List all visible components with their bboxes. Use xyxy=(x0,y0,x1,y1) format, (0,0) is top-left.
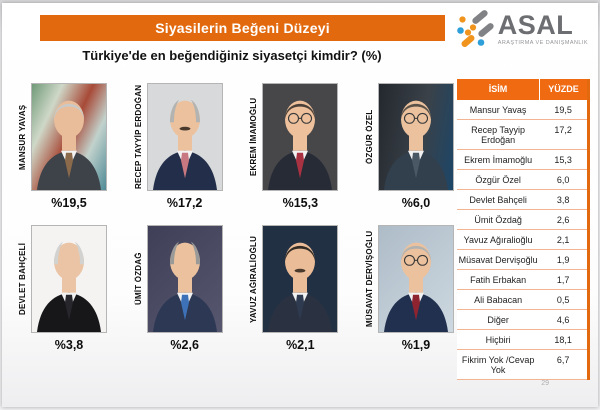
table-cell-value: 6,0 xyxy=(556,174,570,185)
page-number: 29 xyxy=(541,380,549,387)
politician-card: ÖZGÜR ÖZEL %6,0 xyxy=(363,83,454,211)
politician-card: MÜSAVAT DERVİŞOĞLU %1,9 xyxy=(363,225,454,353)
politician-name-label: MANSUR YAVAŞ xyxy=(18,104,27,170)
table-cell-name: Diğer xyxy=(487,314,509,325)
survey-question: Türkiye'de en beğendiğiniz siyasetçi kim… xyxy=(82,48,382,63)
table-row: Ümit Özdağ 2,6 xyxy=(457,210,587,230)
politician-photo xyxy=(146,83,223,191)
politician-percentage: %2,1 xyxy=(286,338,315,352)
politician-percentage: %3,8 xyxy=(54,338,84,352)
politician-name-label: ÜMİT ÖZDAĞ xyxy=(133,252,143,306)
table-cell-name: Recep Tayyip Erdoğan xyxy=(471,124,526,145)
politician-photo xyxy=(31,83,107,191)
table-cell-name: Ümit Özdağ xyxy=(474,214,522,225)
asal-logo-text: ASAL ARAŞTIRMA VE DANIŞMANLIK xyxy=(497,10,588,46)
politician-photo xyxy=(262,225,339,333)
person-avatar xyxy=(152,99,217,190)
politician-card: EKREM İMAMOĞLU %15,3 xyxy=(247,83,339,211)
politician-photo xyxy=(146,225,223,333)
table-cell-name: Yavuz Ağıralioğlu xyxy=(463,234,533,245)
table-header-name: İSİM xyxy=(457,79,541,100)
table-header-value: YÜZDE xyxy=(548,84,579,94)
politician-name-label: ÖZGÜR ÖZEL xyxy=(364,109,374,165)
person-avatar xyxy=(37,100,101,190)
politician-percentage: %15,3 xyxy=(282,196,319,210)
table-cell-value: 2,1 xyxy=(556,234,570,245)
asal-logo-icon xyxy=(456,10,494,47)
table-cell-value: 2,6 xyxy=(556,214,570,225)
table-row: Fikrim Yok /Cevap Yok 6,7 xyxy=(457,350,587,380)
table-cell-name: Hiçbiri xyxy=(485,334,511,345)
table-cell-name: Mansur Yavaş xyxy=(469,104,527,115)
politician-percentage: %6,0 xyxy=(401,196,431,210)
person-avatar xyxy=(383,242,448,332)
politician-photo xyxy=(377,225,454,333)
table-row: Hiçbiri 18,1 xyxy=(457,330,587,350)
table-cell-name: Fikrim Yok /Cevap Yok xyxy=(461,354,535,375)
politician-photo xyxy=(377,83,454,191)
person-avatar xyxy=(152,241,217,332)
slide: Siyasilerin Beğeni Düzeyi ASAL ARAŞTIRMA… xyxy=(2,3,598,407)
person-avatar xyxy=(37,241,101,332)
politician-percentage: %17,2 xyxy=(166,196,203,210)
politician-percentage: %1,9 xyxy=(401,338,431,352)
politician-name-label: EKREM İMAMOĞLU xyxy=(249,97,259,177)
person-avatar xyxy=(268,242,333,332)
table-row: Recep Tayyip Erdoğan 17,2 xyxy=(457,120,587,150)
politician-card: MANSUR YAVAŞ %19,5 xyxy=(16,83,107,211)
table-cell-name: Devlet Bahçeli xyxy=(469,194,527,205)
results-table: İSİM YÜZDE Mansur Yavaş 19,5 Recep Tayyip … xyxy=(457,79,590,380)
table-row: Ali Babacan 0,5 xyxy=(457,290,587,310)
table-row: Diğer 4,6 xyxy=(457,310,587,330)
politician-card: ÜMİT ÖZDAĞ %2,6 xyxy=(132,225,223,353)
table-cell-value: 1,7 xyxy=(556,274,570,285)
table-cell-name: Ekrem İmamoğlu xyxy=(464,154,533,165)
page-title: Siyasilerin Beğeni Düzeyi xyxy=(155,20,330,36)
asal-logo: ASAL ARAŞTIRMA VE DANIŞMANLIK xyxy=(456,10,588,52)
politician-photo xyxy=(262,83,339,191)
politician-name-label: YAVUZ AĞIRALİOĞLU xyxy=(249,235,259,323)
politician-card: YAVUZ AĞIRALİOĞLU %2,1 xyxy=(247,225,339,353)
table-cell-value: 4,6 xyxy=(556,314,570,325)
table-body: Mansur Yavaş 19,5 Recep Tayyip Erdoğan 17,2… xyxy=(457,100,587,380)
politician-name-label: RECEP TAYYİP ERDOĞAN xyxy=(133,84,143,190)
table-header: İSİM YÜZDE xyxy=(457,79,587,100)
politician-grid: MANSUR YAVAŞ %19,5 RECEP TAYYİP ERDOĞAN %17… xyxy=(16,83,454,353)
table-cell-value: 15,3 xyxy=(554,154,572,165)
politician-photo xyxy=(31,225,107,333)
politician-percentage: %19,5 xyxy=(51,196,87,210)
table-row: Fatih Erbakan 1,7 xyxy=(457,270,587,290)
politician-card: RECEP TAYYİP ERDOĞAN %17,2 xyxy=(132,83,223,211)
table-cell-name: Ali Babacan xyxy=(474,294,523,305)
table-cell-value: 6,7 xyxy=(556,354,570,365)
table-row: Mansur Yavaş 19,5 xyxy=(457,100,587,120)
politician-name-label: MÜSAVAT DERVİŞOĞLU xyxy=(364,230,374,328)
politician-name-label: DEVLET BAHÇELİ xyxy=(18,242,27,316)
table-cell-name: Müsavat Dervişoğlu xyxy=(458,254,538,265)
person-avatar xyxy=(383,100,448,190)
table-cell-value: 19,5 xyxy=(554,104,572,115)
table-cell-value: 0,5 xyxy=(556,294,570,305)
table-cell-value: 17,2 xyxy=(554,124,572,135)
table-cell-name: Fatih Erbakan xyxy=(470,274,527,285)
table-row: Devlet Bahçeli 3,8 xyxy=(457,190,587,210)
table-cell-value: 18,1 xyxy=(554,334,572,345)
politician-percentage: %2,6 xyxy=(170,338,199,352)
table-row: Ekrem İmamoğlu 15,3 xyxy=(457,150,587,170)
table-row: Müsavat Dervişoğlu 1,9 xyxy=(457,250,587,270)
table-row: Özgür Özel 6,0 xyxy=(457,170,587,190)
politician-card: DEVLET BAHÇELİ %3,8 xyxy=(16,225,107,353)
table-cell-value: 1,9 xyxy=(556,254,570,265)
asal-logo-name: ASAL xyxy=(497,10,574,40)
person-avatar xyxy=(268,100,333,190)
title-banner: Siyasilerin Beğeni Düzeyi xyxy=(40,15,445,41)
table-row: Yavuz Ağıralioğlu 2,1 xyxy=(457,230,587,250)
asal-logo-subtitle: ARAŞTIRMA VE DANIŞMANLIK xyxy=(497,39,588,46)
table-cell-value: 3,8 xyxy=(556,194,570,205)
table-cell-name: Özgür Özel xyxy=(475,174,521,185)
